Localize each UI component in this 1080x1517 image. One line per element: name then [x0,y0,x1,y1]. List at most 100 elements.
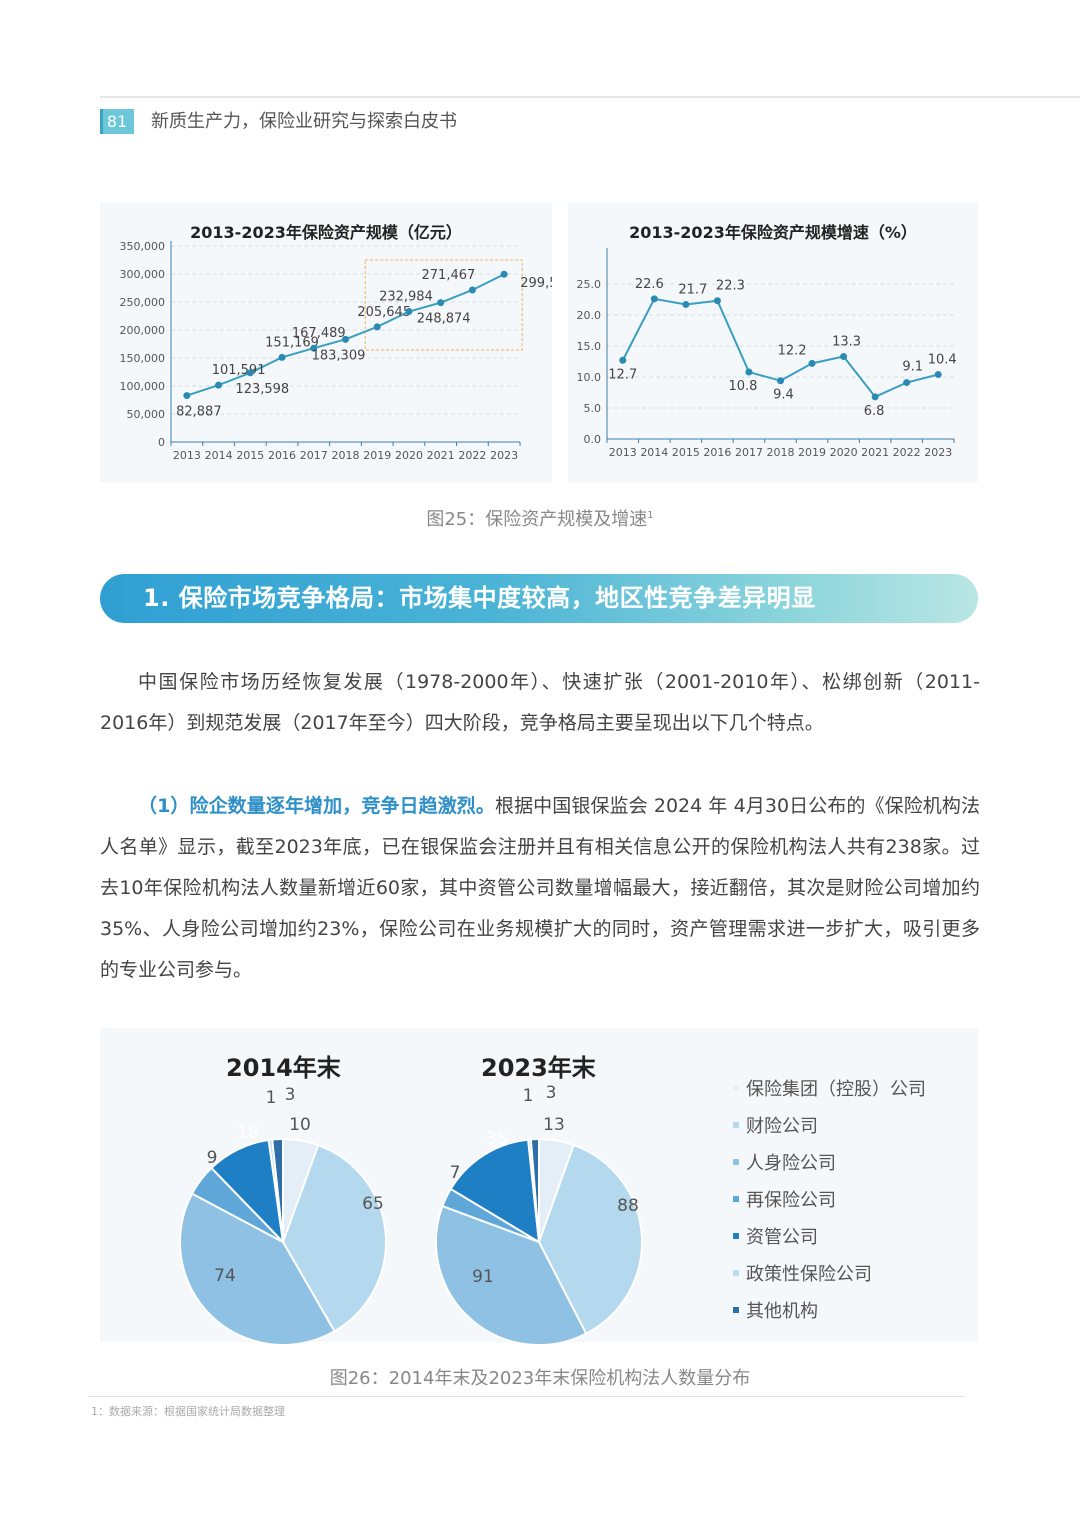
data-point [840,353,848,361]
y-tick-label: 0 [158,436,165,449]
data-label: 6.8 [864,404,885,419]
x-tick-label: 2018 [332,449,360,462]
paragraph-insurer-count: （1）险企数量逐年增加，竞争日趋激烈。根据中国银保监会 2024 年 4月30日… [100,786,980,991]
section-heading: 1. 保险市场竞争格局：市场集中度较高，地区性竞争差异明显 [100,574,978,623]
pie-slice [529,1137,540,1243]
legend-item-other: 其他机构 [733,1291,926,1328]
data-label: 248,874 [417,312,471,327]
data-label: 22.6 [635,277,664,292]
data-point [777,377,784,385]
legend-item-property: 财险公司 [733,1106,926,1143]
asset-growth-line-chart: 0.0 5.0 10.0 15.0 20.0 25.0 2013 2014 2015 2016 20… [577,248,957,459]
asset-scale-chart-panel: 2013-2023年保险资产规模（亿元） 0 50,000 100,000 150,0… [100,202,552,482]
x-tick-label: 2020 [395,449,423,462]
data-label: 123,598 [235,382,289,397]
x-tick-label: 2013 [609,446,637,459]
data-point [278,353,286,361]
slice-label: 9 [207,1148,218,1168]
x-tick-label: 2019 [363,449,391,462]
legend-label: 资管公司 [746,1226,818,1248]
legend-label: 再保险公司 [746,1189,836,1211]
y-tick-label: 100,000 [120,380,166,393]
running-title: 新质生产力，保险业研究与探索白皮书 [151,111,457,132]
data-point [745,368,753,376]
data-label: 13.3 [832,335,861,350]
footnote: 1：数据来源：根据国家统计局数据整理 [91,1405,285,1418]
data-label: 21.7 [678,282,707,297]
slice-label: 35 [486,1129,508,1149]
highlight-box [364,259,523,351]
data-point [934,371,942,379]
data-label: 12.2 [778,343,807,358]
slice-label: 1 [266,1088,277,1108]
y-tick-label: 0.0 [584,433,602,446]
x-tick-label: 2023 [490,449,518,462]
slice-label: 88 [617,1196,639,1216]
data-label: 9.1 [902,360,923,375]
data-label: 151,169 [265,335,319,350]
top-rule [100,96,1080,98]
legend-swatch [733,1158,739,1165]
slice-label: 13 [543,1115,565,1135]
asset-scale-chart-title: 2013-2023年保险资产规模（亿元） [190,223,462,242]
data-point [373,323,381,331]
legend-item-life: 人身险公司 [733,1143,926,1180]
data-label: 12.7 [608,367,637,382]
slice-label: 3 [285,1085,296,1105]
data-point [903,379,911,387]
x-tick-label: 2016 [703,446,731,459]
x-tick-label: 2021 [427,449,455,462]
legend-swatch [733,1306,739,1313]
y-tick-label: 50,000 [127,408,166,421]
data-point [183,392,191,400]
data-point [246,369,254,377]
slice-label: 65 [362,1194,384,1214]
legend-item-asset-mgmt: 资管公司 [733,1217,926,1254]
legend-item-reinsurance: 再保险公司 [733,1180,926,1217]
slice-label: 7 [450,1163,461,1183]
data-label: 82,887 [176,405,222,420]
slice-label: 10 [289,1115,311,1135]
legend-label: 政策性保险公司 [746,1263,872,1285]
slice-label: 1 [523,1086,534,1106]
legend-swatch [733,1232,739,1239]
footnote-rule [88,1396,964,1397]
y-tick-label: 5.0 [584,402,602,415]
data-point [342,335,349,343]
legend-swatch [733,1195,739,1202]
legend-item-policy: 政策性保险公司 [733,1254,926,1291]
x-tick-label: 2014 [640,446,668,459]
pie-slice [435,1204,588,1346]
data-point [405,308,413,316]
data-label: 167,489 [292,326,346,341]
x-tick-label: 2020 [830,446,858,459]
pie-slice [271,1137,284,1243]
asset-growth-chart-title: 2013-2023年保险资产规模增速（%） [629,223,917,242]
pie-slice [449,1138,541,1244]
legend-label: 财险公司 [746,1115,818,1137]
pie-slice [537,1143,643,1335]
legend-label: 保险集团（控股）公司 [746,1078,926,1100]
y-tick-label: 150,000 [120,352,166,365]
data-point [215,381,223,389]
y-tick-label: 25.0 [577,278,602,291]
pie-slice [179,1192,336,1346]
x-tick-label: 2014 [205,449,233,462]
data-label: 205,645 [357,305,411,320]
paragraph-intro: 中国保险市场历经恢复发展（1978-2000年）、快速扩张（2001-2010年… [100,671,980,734]
x-tick-label: 2017 [735,446,763,459]
figure26-caption: 图26：2014年末及2023年末保险机构法人数量分布 [329,1368,751,1389]
data-point [682,300,690,308]
data-point [650,295,658,303]
data-point [437,299,445,307]
legend-item-group: 保险集团（控股）公司 [733,1069,926,1106]
y-tick-label: 300,000 [120,268,166,281]
pie-2023-title: 2023年末 [481,1054,596,1082]
data-point [500,270,508,278]
x-tick-label: 2015 [236,449,264,462]
data-label: 10.8 [728,379,757,394]
data-point [619,356,627,364]
x-tick-label: 2022 [458,449,486,462]
data-label: 271,467 [422,268,476,283]
